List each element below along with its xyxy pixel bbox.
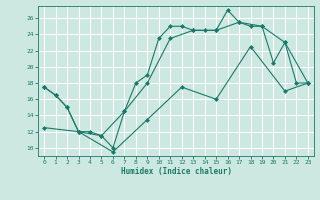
X-axis label: Humidex (Indice chaleur): Humidex (Indice chaleur) <box>121 167 231 176</box>
